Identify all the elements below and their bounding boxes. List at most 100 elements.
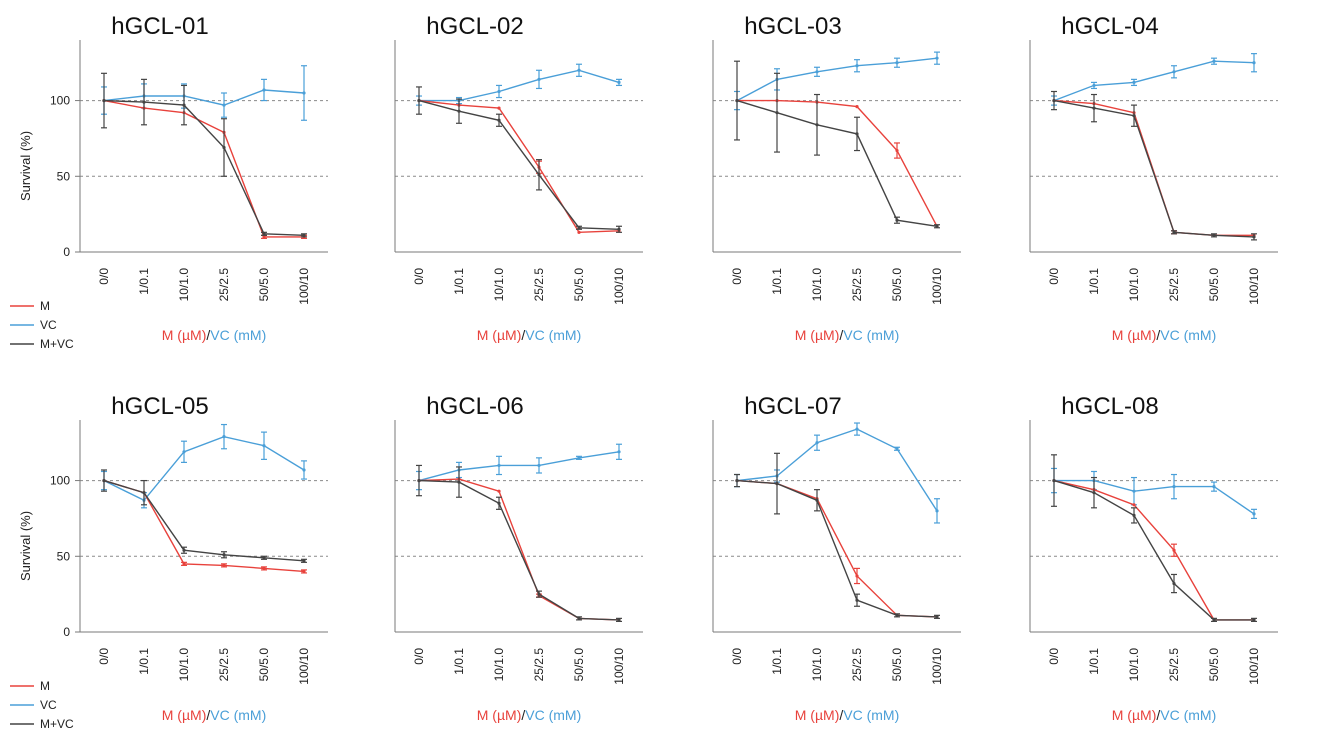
x-axis-title: M (µM)/VC (mM) bbox=[795, 707, 900, 723]
data-point bbox=[417, 98, 421, 103]
data-point bbox=[1172, 548, 1176, 552]
x-tick-label: 10/1.0 bbox=[810, 268, 824, 302]
legend-bottom: M VC M+VC bbox=[10, 679, 74, 731]
x-axis-title-vc: VC (mM) bbox=[210, 327, 266, 343]
series-line bbox=[736, 57, 938, 102]
data-point bbox=[815, 498, 819, 502]
x-axis-title-m: M (µM) bbox=[795, 707, 840, 723]
x-tick-label: 0/0 bbox=[730, 268, 744, 285]
x-tick-label: 100/10 bbox=[1247, 268, 1261, 305]
series-line bbox=[103, 479, 305, 573]
series-mplusvc bbox=[1051, 454, 1257, 623]
series-m bbox=[417, 98, 621, 234]
x-tick-label: 1/0.1 bbox=[137, 268, 151, 295]
data-point bbox=[1252, 61, 1256, 65]
data-point bbox=[577, 230, 581, 234]
data-point bbox=[1132, 80, 1136, 84]
x-tick-label: 100/10 bbox=[930, 268, 944, 305]
x-tick-label: 25/2.5 bbox=[532, 648, 546, 682]
series-line bbox=[1053, 479, 1254, 621]
chart-title: hGCL-08 bbox=[1061, 393, 1158, 420]
legend-label: M+VC bbox=[40, 717, 74, 731]
data-point bbox=[577, 616, 581, 620]
chart-title: hGCL-06 bbox=[426, 393, 523, 420]
series-line bbox=[736, 428, 938, 512]
x-axis-title-vc: VC (mM) bbox=[525, 327, 581, 343]
x-tick-label: 50/5.0 bbox=[890, 268, 904, 302]
legend-label: M+VC bbox=[40, 337, 74, 351]
x-tick-label: 100/10 bbox=[297, 648, 311, 685]
chart-title: hGCL-07 bbox=[744, 393, 841, 420]
data-point bbox=[457, 109, 461, 113]
data-point bbox=[617, 618, 621, 622]
data-point bbox=[1092, 491, 1096, 495]
series-mplusvc bbox=[734, 452, 940, 619]
x-axis-title-separator: / bbox=[521, 327, 525, 343]
legend-label: VC bbox=[40, 698, 57, 712]
data-point bbox=[895, 218, 899, 222]
series-line bbox=[103, 89, 305, 106]
x-axis-title: M (µM)/VC (mM) bbox=[477, 707, 582, 723]
data-point bbox=[182, 548, 186, 552]
x-tick-label: 10/1.0 bbox=[177, 648, 191, 682]
data-point bbox=[1132, 503, 1136, 507]
x-tick-label: 25/2.5 bbox=[850, 268, 864, 302]
data-point bbox=[1172, 230, 1176, 234]
data-point bbox=[895, 613, 899, 617]
series-mplusvc bbox=[101, 469, 307, 563]
data-point bbox=[577, 226, 581, 230]
x-axis-title-m: M (µM) bbox=[162, 707, 207, 723]
x-tick-label: 100/10 bbox=[1247, 648, 1261, 685]
data-point bbox=[497, 463, 501, 468]
series-mplusvc bbox=[416, 464, 622, 623]
data-point bbox=[222, 103, 226, 107]
data-point bbox=[182, 562, 186, 566]
legend-top: M VC M+VC bbox=[10, 299, 74, 351]
series-vc bbox=[734, 51, 940, 111]
series-line bbox=[103, 99, 305, 236]
x-axis-title-m: M (µM) bbox=[1112, 707, 1157, 723]
data-point bbox=[1172, 70, 1176, 74]
x-axis-title-vc: VC (mM) bbox=[525, 707, 581, 723]
series-line bbox=[736, 99, 938, 227]
series-vc bbox=[101, 65, 307, 121]
x-tick-label: 100/10 bbox=[930, 648, 944, 685]
x-axis-title-m: M (µM) bbox=[1112, 327, 1157, 343]
x-tick-label: 10/1.0 bbox=[492, 268, 506, 302]
series-line bbox=[103, 435, 305, 502]
data-point bbox=[262, 556, 266, 560]
data-point bbox=[855, 64, 859, 68]
x-tick-label: 0/0 bbox=[730, 648, 744, 665]
x-tick-label: 50/5.0 bbox=[572, 648, 586, 682]
data-point bbox=[537, 463, 541, 468]
y-tick-label: 100 bbox=[50, 474, 70, 488]
x-tick-label: 50/5.0 bbox=[890, 648, 904, 682]
y-tick-label: 0 bbox=[63, 625, 70, 639]
data-point bbox=[855, 427, 859, 431]
y-tick-label: 50 bbox=[57, 549, 71, 563]
data-point bbox=[1212, 618, 1216, 622]
x-axis-title-separator: / bbox=[839, 707, 843, 723]
x-tick-label: 10/1.0 bbox=[1127, 268, 1141, 302]
data-point bbox=[1252, 235, 1256, 239]
data-point bbox=[222, 145, 226, 150]
x-tick-label: 0/0 bbox=[1047, 268, 1061, 285]
data-point bbox=[457, 480, 461, 484]
series-m bbox=[735, 98, 939, 228]
x-axis-title: M (µM)/VC (mM) bbox=[1112, 327, 1217, 343]
data-point bbox=[577, 68, 581, 72]
data-point bbox=[895, 148, 899, 153]
x-tick-label: 25/2.5 bbox=[1167, 648, 1181, 682]
x-tick-label: 25/2.5 bbox=[532, 268, 546, 302]
data-point bbox=[222, 553, 226, 557]
y-axis-title-row-1: Survival (%) bbox=[18, 131, 33, 201]
data-point bbox=[1212, 485, 1216, 489]
x-axis-title-separator: / bbox=[521, 707, 525, 723]
data-point bbox=[1132, 489, 1136, 493]
data-point bbox=[182, 450, 186, 454]
chart-panel-7: hGCL-07 0/0 1/0.1 10/1.0 25/2.5 50/5.0 100/10 M… bbox=[712, 393, 961, 723]
data-point bbox=[262, 566, 266, 571]
x-axis-title: M (µM)/VC (mM) bbox=[477, 327, 582, 343]
series-mplusvc bbox=[734, 60, 940, 229]
